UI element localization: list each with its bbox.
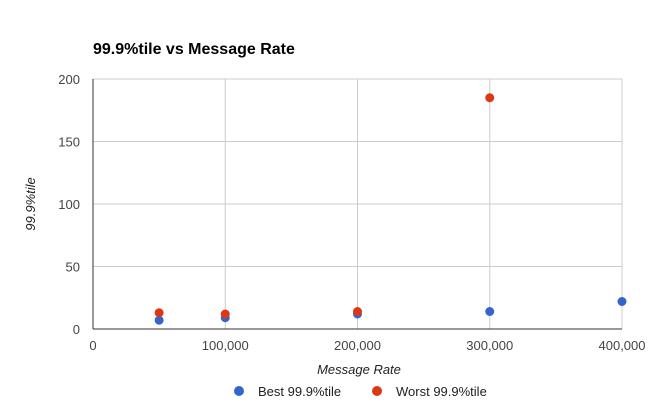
data-point [220, 309, 230, 319]
data-points [154, 93, 627, 325]
gridlines [93, 78, 623, 329]
y-tick-labels: 0 50 100 150 200 [58, 72, 80, 337]
x-axis-label: Message Rate [317, 362, 401, 377]
y-tick-label: 50 [66, 260, 80, 275]
x-tick-label: 100,000 [202, 338, 249, 353]
legend-label: Best 99.9%tile [258, 384, 341, 399]
y-tick-label: 150 [58, 135, 80, 150]
x-tick-label: 200,000 [334, 338, 381, 353]
x-tick-label: 400,000 [599, 338, 646, 353]
y-tick-label: 200 [58, 72, 80, 87]
x-tick-label: 0 [89, 338, 96, 353]
data-point [485, 93, 495, 103]
data-point [154, 315, 164, 325]
data-point [617, 297, 627, 306]
y-axis-label: 99.9%tile [23, 177, 38, 230]
legend-marker [234, 386, 244, 396]
x-tick-label: 300,000 [466, 338, 513, 353]
series-worst [154, 93, 495, 319]
axes [92, 79, 622, 330]
x-tick-labels: 0 100,000 200,000 300,000 400,000 [89, 338, 645, 353]
y-tick-label: 100 [58, 197, 80, 212]
data-point [154, 308, 164, 318]
legend-item: Worst 99.9%tile [372, 384, 487, 399]
legend-marker [372, 386, 382, 396]
data-point [485, 307, 495, 316]
y-tick-label: 0 [73, 322, 80, 337]
data-point [353, 307, 362, 316]
legend-item: Best 99.9%tile [234, 384, 341, 399]
chart-title: 99.9%tile vs Message Rate [93, 41, 295, 58]
legend-label: Worst 99.9%tile [396, 384, 487, 399]
legend: Best 99.9%tile Worst 99.9%tile [234, 384, 487, 399]
